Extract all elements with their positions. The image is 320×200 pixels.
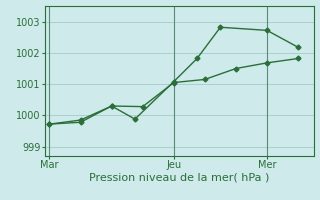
X-axis label: Pression niveau de la mer( hPa ): Pression niveau de la mer( hPa ) <box>89 173 269 183</box>
